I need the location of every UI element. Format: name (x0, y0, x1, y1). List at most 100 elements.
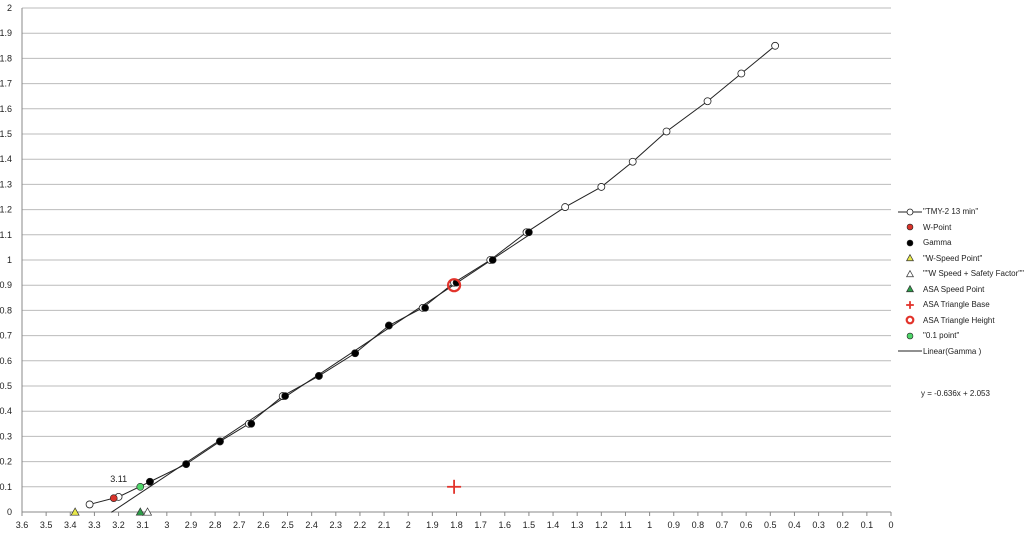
y-tick-label: 0.5 (0, 381, 12, 391)
legend-symbol-icon (897, 268, 923, 280)
tmy-point (771, 41, 780, 50)
triangle-point (142, 507, 153, 516)
y-tick-label: 0.1 (0, 482, 12, 492)
y-tick-label: 0.2 (0, 457, 12, 467)
triangle-point (906, 254, 914, 262)
x-tick-label: 3.2 (112, 520, 125, 530)
triangle-point (906, 269, 914, 277)
x-tick-label: 2.1 (378, 520, 391, 530)
point (136, 482, 145, 491)
x-tick-label: 0.3 (812, 520, 825, 530)
x-tick-label: 3.1 (136, 520, 149, 530)
legend-label: ASA Triangle Height (923, 315, 995, 325)
point (906, 239, 914, 247)
legend-symbol-icon (897, 299, 923, 311)
legend-label: "TMY-2 13 min" (923, 207, 979, 217)
legend-symbol-icon (897, 206, 923, 218)
legend-label: ASA Triangle Base (923, 300, 990, 310)
point (488, 256, 497, 264)
y-tick-label: 1.5 (0, 129, 12, 139)
point (421, 304, 429, 312)
legend: "TMY-2 13 min" W-Point Gamma "W-Speed Point… (897, 204, 1024, 359)
triangle-point (70, 507, 80, 516)
x-tick-label: 3.6 (16, 520, 29, 530)
legend-symbol-icon (897, 330, 923, 342)
x-tick-label: 1.8 (450, 520, 463, 530)
x-tick-label: 2 (406, 520, 411, 530)
legend-label: Gamma (923, 238, 952, 248)
y-tick-label: 0.3 (0, 431, 12, 441)
triangle-point (906, 285, 914, 293)
y-tick-label: 0.8 (0, 305, 12, 315)
x-tick-label: 2.5 (281, 520, 294, 530)
legend-symbol-icon (897, 237, 923, 249)
trendline-equation: y = -0.636x + 2.053 (921, 389, 990, 398)
tmy-point (561, 203, 570, 211)
point (216, 437, 224, 446)
point-label: 3.11 (110, 474, 127, 484)
x-tick-label: 1.5 (523, 520, 536, 530)
legend-symbol-icon (897, 221, 923, 233)
ring-point (905, 315, 915, 325)
point (315, 372, 323, 380)
legend-item: ""W Speed + Safety Factor"" (897, 266, 1024, 282)
x-tick-label: 0 (888, 520, 893, 530)
x-tick-label: 2.8 (209, 520, 222, 530)
legend-item: ASA Speed Point (897, 282, 1024, 298)
x-tick-label: 0.8 (692, 520, 705, 530)
x-tick-label: 3.4 (64, 520, 77, 530)
x-tick-label: 1 (647, 520, 652, 530)
legend-item: W-Point (897, 220, 1024, 236)
x-tick-label: 1.4 (547, 520, 560, 530)
x-tick-label: 3.3 (88, 520, 101, 530)
x-tick-label: 2.6 (257, 520, 270, 530)
tmy-point (906, 208, 914, 216)
tmy-point (628, 157, 637, 166)
x-tick-label: 0.2 (836, 520, 849, 530)
y-tick-label: 1.7 (0, 79, 12, 89)
point (247, 419, 256, 428)
x-tick-label: 1.9 (426, 520, 439, 530)
legend-label: "0.1 point" (923, 331, 960, 341)
legend-item: Gamma (897, 235, 1024, 251)
y-tick-label: 0.6 (0, 356, 12, 366)
y-tick-label: 1.8 (0, 53, 12, 63)
y-tick-label: 1.1 (0, 230, 12, 240)
point (182, 460, 190, 468)
legend-item: ASA Triangle Base (897, 297, 1024, 313)
legend-label: ""W Speed + Safety Factor"" (923, 269, 1024, 279)
legend-label: "W-Speed Point" (923, 253, 983, 263)
x-tick-label: 0.9 (667, 520, 680, 530)
legend-item: "W-Speed Point" (897, 251, 1024, 267)
legend-label: ASA Speed Point (923, 284, 985, 294)
ring-point (446, 278, 462, 293)
tmy-point (85, 500, 94, 509)
legend-symbol-icon (897, 283, 923, 295)
y-tick-label: 1.2 (0, 205, 12, 215)
point (385, 321, 393, 330)
point (281, 392, 289, 400)
y-tick-label: 0.7 (0, 331, 12, 341)
x-tick-label: 2.3 (330, 520, 343, 530)
legend-symbol-icon (897, 314, 923, 326)
x-tick-label: 0.5 (764, 520, 777, 530)
y-tick-label: 0.9 (0, 280, 12, 290)
x-tick-label: 1.1 (619, 520, 632, 530)
tmy-point (737, 69, 746, 78)
x-tick-label: 3 (164, 520, 169, 530)
plus-point (906, 300, 914, 309)
x-tick-label: 0.4 (788, 520, 801, 530)
y-tick-label: 2 (7, 3, 12, 13)
legend-item: ASA Triangle Height (897, 313, 1024, 329)
legend-item: Linear(Gamma ) (897, 344, 1024, 360)
y-tick-label: 0 (7, 507, 12, 517)
x-tick-label: 1.6 (499, 520, 512, 530)
x-tick-label: 2.4 (305, 520, 318, 530)
x-tick-label: 1.3 (571, 520, 584, 530)
tmy-point (662, 127, 671, 136)
triangle-point (135, 507, 145, 516)
y-tick-label: 1.3 (0, 179, 12, 189)
x-tick-label: 0.1 (861, 520, 874, 530)
x-tick-label: 2.2 (354, 520, 367, 530)
